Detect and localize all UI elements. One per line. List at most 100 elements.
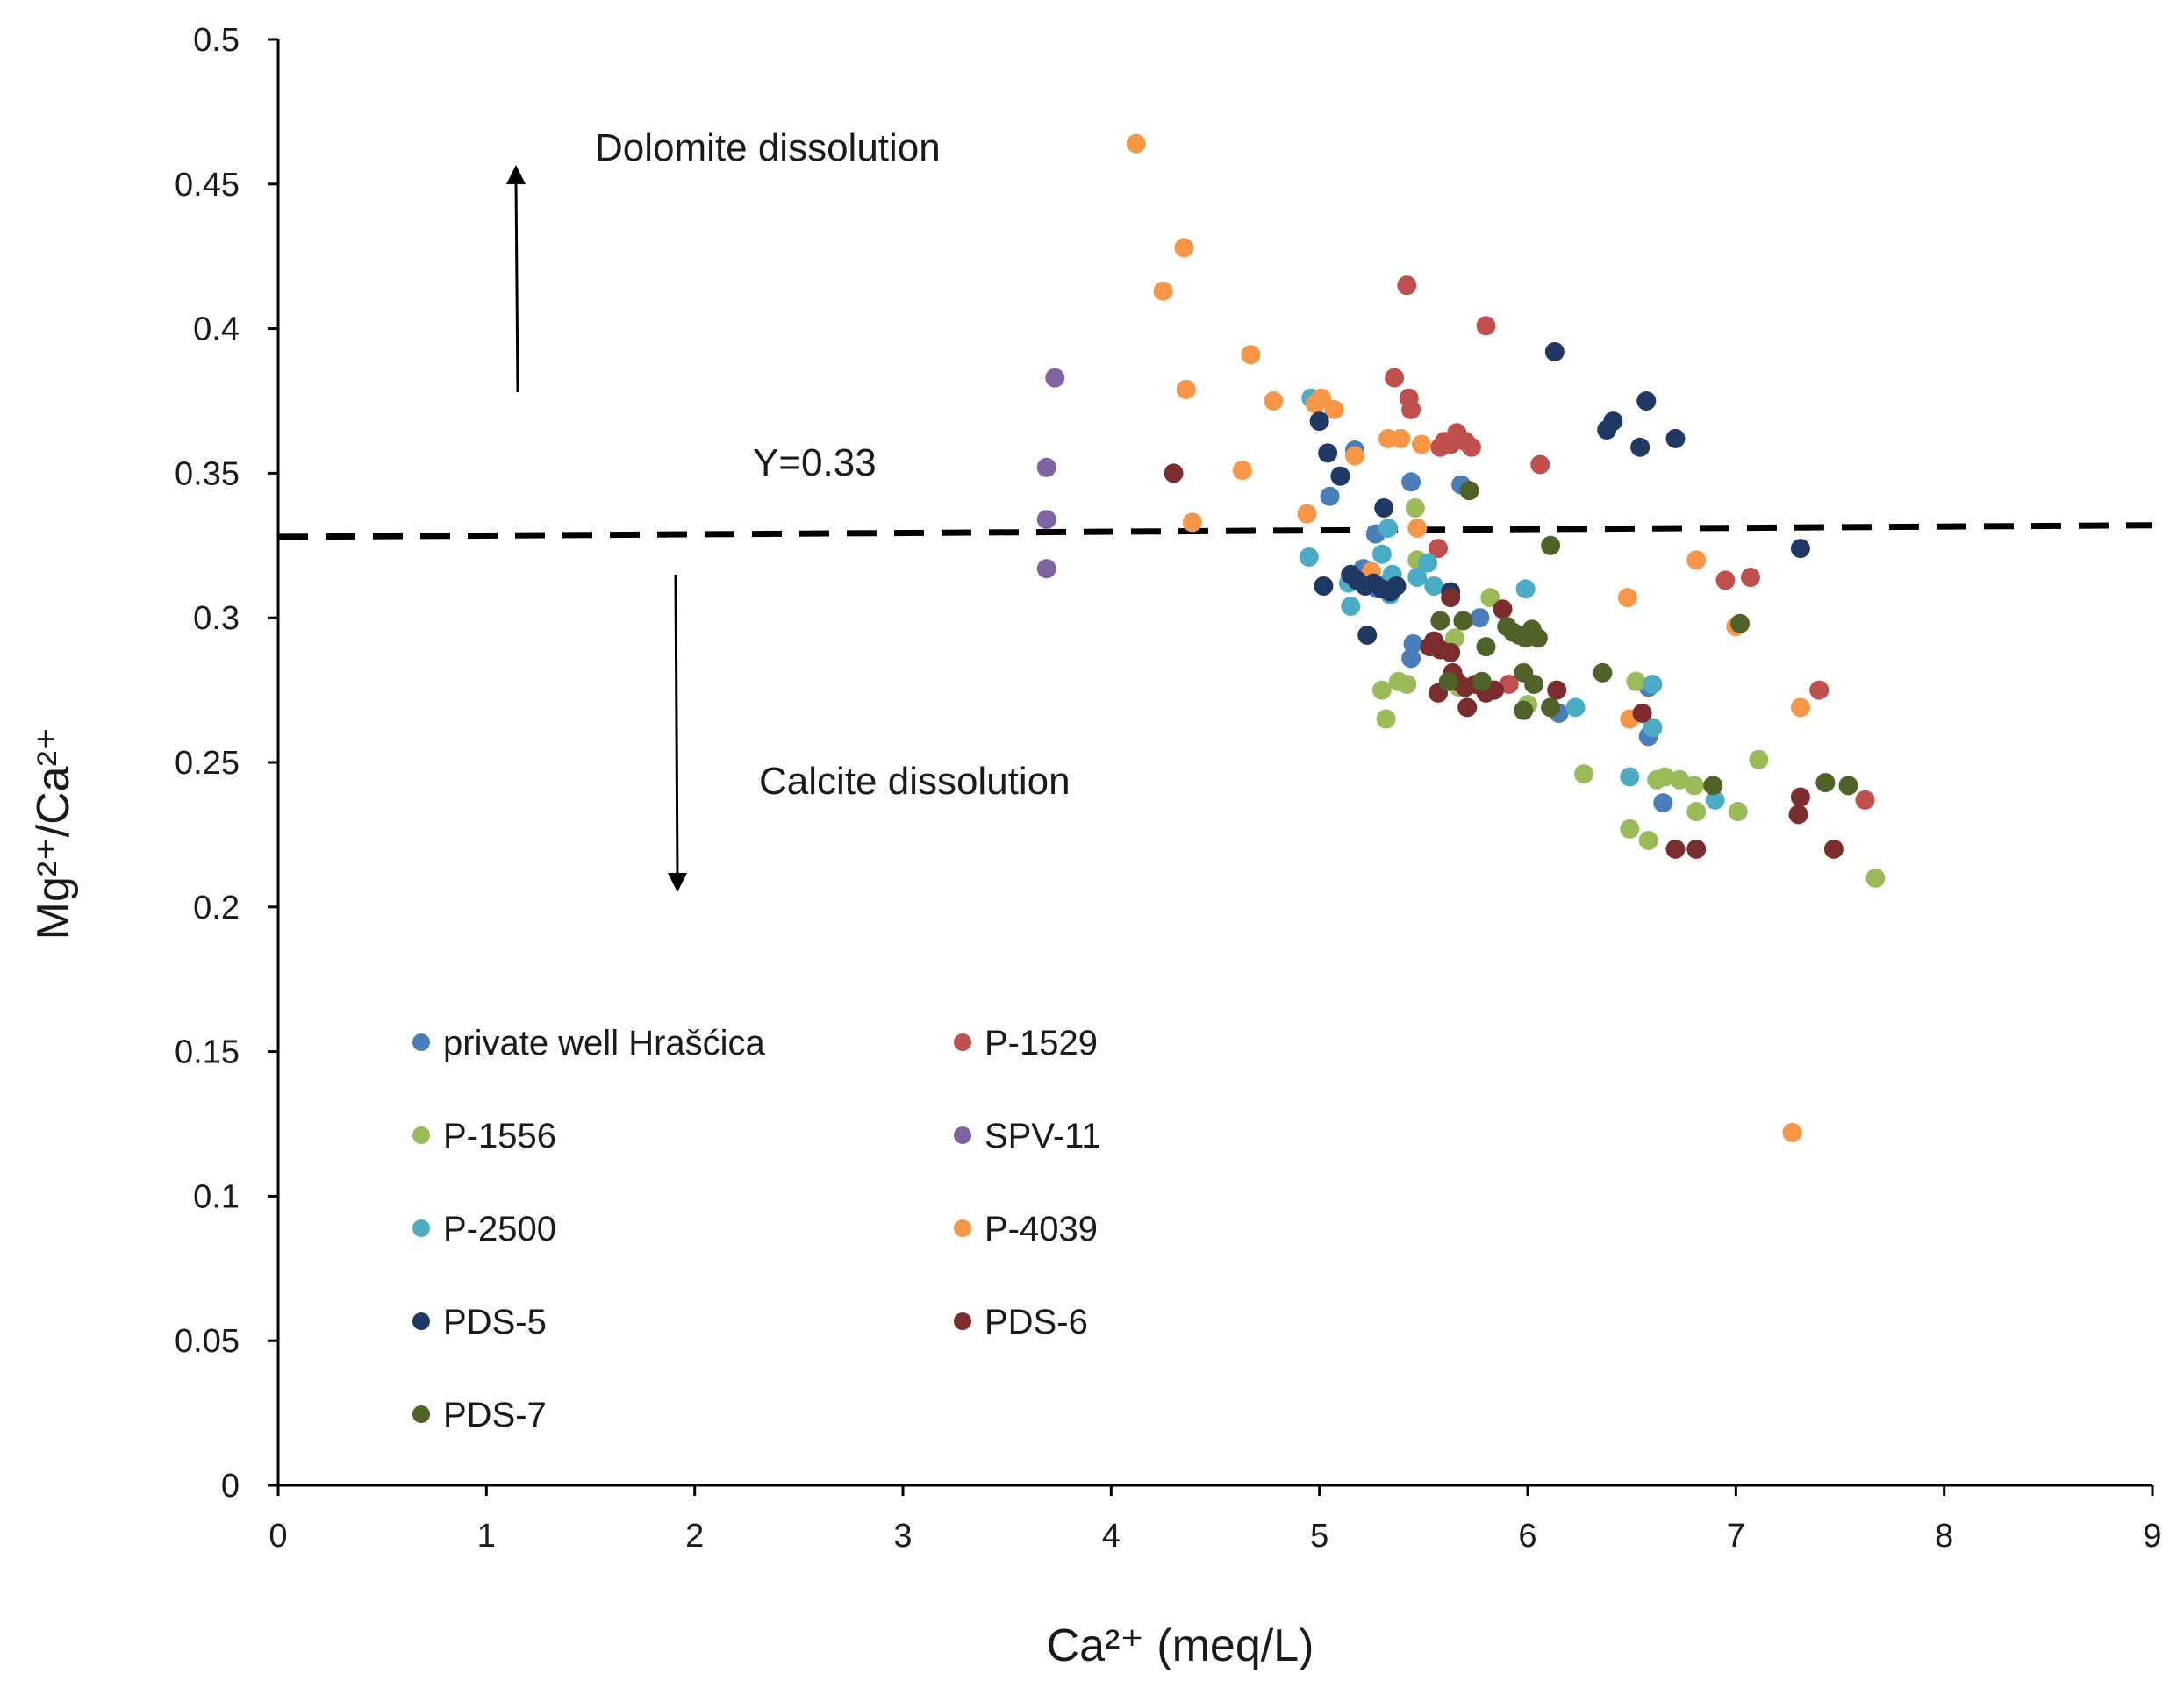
legend-label: PDS-5 (443, 1303, 547, 1341)
legend-label: PDS-7 (443, 1396, 547, 1434)
data-point-p-1529 (1855, 790, 1875, 810)
data-point-p-1556 (1638, 830, 1658, 850)
data-point-pds-7 (1528, 628, 1548, 648)
data-point-pds-6 (1420, 637, 1440, 657)
data-point-pds-6 (1457, 697, 1478, 718)
data-point-p-1556 (1865, 868, 1886, 888)
data-point-p-2500 (1515, 579, 1536, 599)
data-point-p-2500 (1620, 767, 1640, 787)
data-point-pds-6 (1686, 839, 1707, 859)
data-point-pds-7 (1453, 611, 1473, 631)
data-point-pds-6 (1665, 839, 1686, 859)
data-point-private-well-hra-ica (1470, 608, 1490, 628)
data-point-p-1556 (1655, 767, 1675, 787)
data-point-pds-5 (1309, 411, 1329, 432)
data-point-pds-7 (1541, 535, 1561, 555)
x-tick-label: 3 (893, 1518, 912, 1555)
data-point-p-1556 (1405, 497, 1425, 518)
data-point-pds-6 (1547, 680, 1567, 700)
data-point-private-well-hra-ica (1401, 648, 1421, 669)
data-point-pds-6 (1790, 787, 1810, 807)
data-point-p-2500 (1418, 553, 1438, 573)
data-point-p-1529 (1428, 539, 1448, 559)
data-point-p-1556 (1686, 802, 1707, 822)
data-point-spv-11 (1036, 559, 1056, 579)
data-point-p-1556 (1397, 675, 1417, 695)
y-tick-label: 0 (221, 1468, 240, 1505)
legend-label: P-2500 (443, 1210, 556, 1248)
legend-label: SPV-11 (985, 1117, 1101, 1155)
data-point-private-well-hra-ica (1653, 793, 1673, 813)
data-point-p-4039 (1686, 550, 1707, 570)
y-tick-label: 0.25 (175, 745, 240, 782)
data-point-p-1556 (1728, 802, 1748, 822)
data-point-pds-6 (1632, 703, 1652, 723)
data-point-pds-7 (1541, 697, 1561, 718)
data-point-pds-7 (1815, 773, 1836, 793)
data-point-p-1529 (1385, 368, 1405, 388)
data-point-pds-7 (1472, 671, 1492, 691)
data-point-p-4039 (1391, 428, 1411, 448)
data-point-p-1556 (1626, 671, 1646, 691)
y-tick-label: 0.05 (175, 1323, 240, 1360)
y-tick-label: 0.2 (193, 890, 240, 926)
data-point-p-1556 (1444, 628, 1464, 648)
data-point-p-4039 (1241, 345, 1261, 365)
legend-marker (412, 1126, 430, 1144)
data-point-p-4039 (1174, 238, 1194, 258)
data-point-p-2500 (1299, 547, 1319, 567)
y-tick-label: 0.35 (175, 455, 240, 492)
annotation-calcite-dissolution: Calcite dissolution (759, 760, 1071, 803)
x-tick-label: 5 (1310, 1518, 1328, 1555)
data-point-pds-7 (1476, 637, 1496, 657)
data-point-spv-11 (1036, 457, 1056, 477)
data-point-pds-5 (1636, 391, 1657, 411)
data-point-p-2500 (1407, 568, 1428, 588)
data-point-pds-6 (1493, 599, 1513, 619)
data-point-p-4039 (1411, 434, 1431, 454)
data-point-p-1529 (1476, 316, 1496, 336)
data-point-p-2500 (1378, 519, 1398, 539)
data-point-p-4039 (1264, 391, 1284, 411)
data-point-p-4039 (1324, 399, 1344, 419)
reference-line-label: Y=0.33 (753, 441, 877, 484)
legend-marker (412, 1219, 430, 1237)
data-point-p-2500 (1643, 718, 1663, 738)
legend-label: P-1556 (443, 1117, 556, 1155)
annotation-dolomite-dissolution: Dolomite dissolution (595, 126, 941, 169)
data-point-p-1529 (1715, 570, 1736, 590)
data-point-p-4039 (1312, 388, 1332, 408)
y-axis-title: Mg²⁺/Ca²⁺ (28, 727, 79, 940)
data-point-p-1529 (1530, 454, 1550, 475)
y-tick-label: 0.1 (193, 1178, 240, 1215)
data-point-private-well-hra-ica (1403, 633, 1423, 654)
x-tick-label: 7 (1727, 1518, 1745, 1555)
data-point-p-4039 (1790, 697, 1810, 718)
data-point-pds-5 (1603, 411, 1623, 432)
legend-marker (412, 1312, 430, 1330)
data-point-p-4039 (1345, 446, 1365, 466)
data-point-p-2500 (1643, 675, 1663, 695)
data-point-pds-5 (1544, 341, 1565, 361)
data-point-pds-7 (1524, 675, 1544, 695)
data-point-pds-7 (1703, 776, 1723, 796)
data-point-pds-7 (1438, 671, 1458, 691)
x-tick-label: 9 (2143, 1518, 2161, 1555)
y-tick-label: 0.5 (193, 22, 240, 59)
data-point-p-1556 (1620, 819, 1640, 839)
data-point-p-2500 (1371, 544, 1392, 564)
data-point-pds-5 (1630, 437, 1651, 457)
legend-marker (954, 1219, 971, 1237)
data-point-p-4039 (1617, 588, 1637, 608)
data-point-pds-5 (1374, 497, 1394, 518)
legend-marker (954, 1312, 971, 1330)
reference-line-y033 (277, 522, 2153, 540)
dolomite-arrow-head-icon (506, 165, 526, 184)
legend-label: P-1529 (985, 1024, 1098, 1062)
data-point-p-4039 (1407, 519, 1428, 539)
y-tick-label: 0.4 (193, 311, 240, 348)
data-point-p-2500 (1424, 576, 1444, 596)
data-point-pds-5 (1330, 466, 1350, 486)
y-tick-label: 0.15 (175, 1034, 240, 1071)
data-point-p-4039 (1153, 281, 1173, 301)
